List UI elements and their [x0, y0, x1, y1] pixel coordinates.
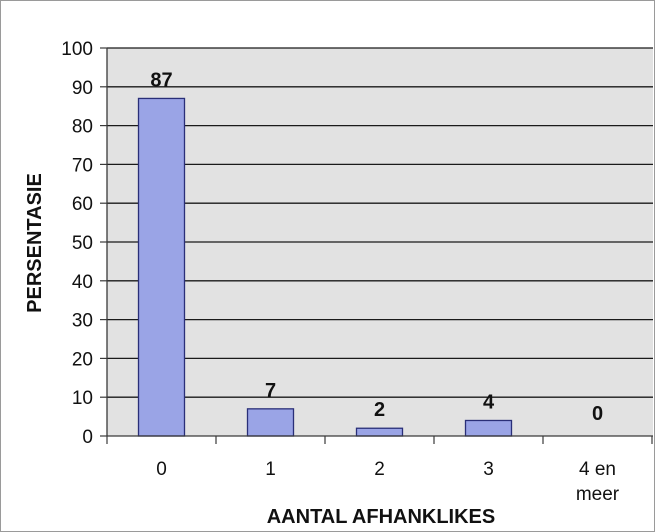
- y-tick-label: 10: [72, 388, 93, 409]
- bar: [137, 97, 186, 437]
- data-labels: 87 7 2 4 0: [150, 69, 603, 425]
- y-tick-label: 40: [72, 272, 93, 293]
- y-tick-label: 30: [72, 311, 93, 332]
- y-tick-label: 100: [61, 39, 93, 60]
- gridlines: [107, 47, 653, 398]
- y-tick-label: 50: [72, 233, 93, 254]
- bar: [246, 408, 295, 437]
- data-label: 87: [150, 69, 172, 91]
- y-tick-labels: 0 10 20 30 40 50 60 70 80 90 100: [61, 39, 93, 448]
- bar: [464, 419, 513, 437]
- x-tick-labels: 0 1 2 3 4 en meer: [156, 459, 620, 505]
- y-tick-label: 90: [72, 78, 93, 99]
- y-tick-label: 60: [72, 194, 93, 215]
- x-tick-label: 0: [156, 459, 167, 480]
- x-tick-label: 1: [265, 459, 276, 480]
- x-tick-label: 3: [483, 459, 494, 480]
- bars: [137, 97, 513, 437]
- y-axis-title: PERSENTASIE: [24, 173, 46, 313]
- y-tick-label: 70: [72, 155, 93, 176]
- y-tick-label: 80: [72, 117, 93, 138]
- x-tick-label: 4 en meer: [576, 459, 620, 505]
- data-label: 2: [374, 399, 385, 421]
- bar: [355, 427, 404, 437]
- data-label: 7: [265, 380, 276, 402]
- axes: [100, 47, 653, 444]
- x-tick-label: 2: [374, 459, 385, 480]
- data-label: 0: [592, 403, 603, 425]
- data-label: 4: [483, 391, 495, 413]
- x-axis-title: AANTAL AFHANKLIKES: [267, 506, 496, 528]
- y-tick-label: 0: [82, 427, 93, 448]
- y-tick-label: 20: [72, 349, 93, 370]
